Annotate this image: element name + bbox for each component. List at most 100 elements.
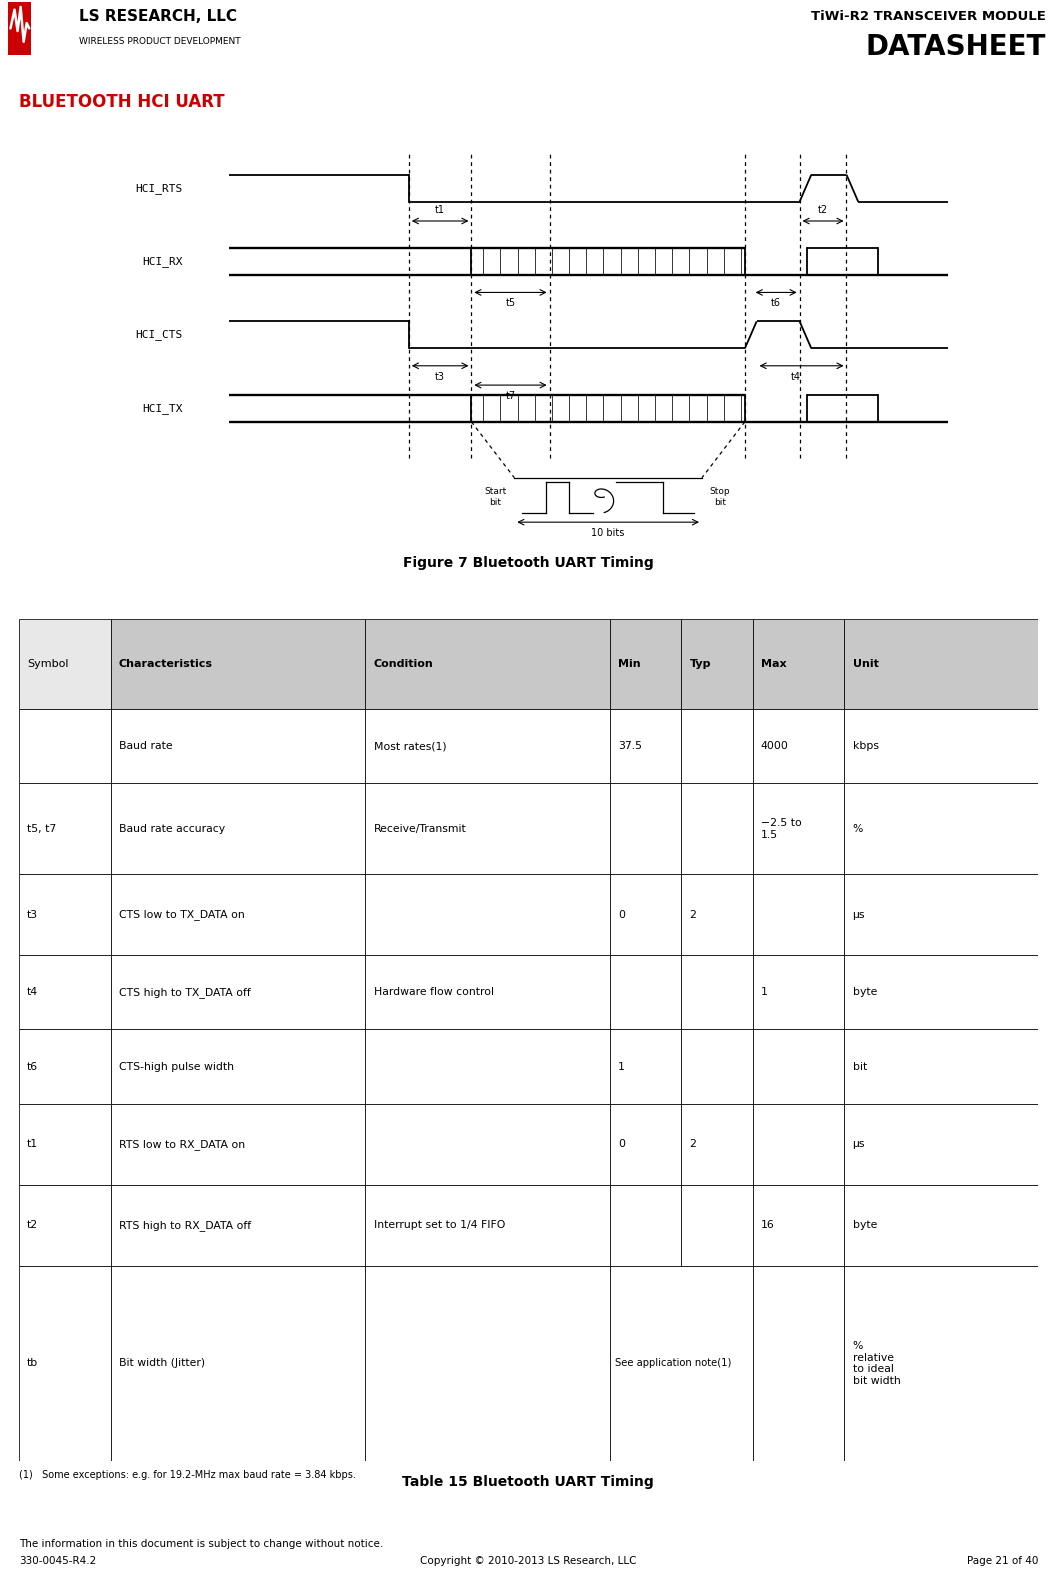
Bar	[610, 955, 681, 1029]
Bar	[610, 1029, 681, 1103]
Bar	[753, 955, 845, 1029]
Bar	[19, 1103, 111, 1185]
Text: t5, t7: t5, t7	[27, 824, 56, 834]
Text: %: %	[852, 824, 863, 834]
Bar	[610, 875, 681, 955]
Bar	[845, 619, 1038, 709]
Text: 4000: 4000	[761, 741, 789, 752]
Text: Page 21 of 40: Page 21 of 40	[966, 1557, 1038, 1567]
Text: WIRELESS PRODUCT DEVELOPMENT: WIRELESS PRODUCT DEVELOPMENT	[79, 36, 241, 46]
Bar	[111, 875, 365, 955]
Text: Table 15 Bluetooth UART Timing: Table 15 Bluetooth UART Timing	[402, 1475, 654, 1489]
Bar	[610, 1266, 753, 1461]
Bar	[845, 709, 1038, 783]
Text: CTS-high pulse width: CTS-high pulse width	[119, 1062, 233, 1072]
Text: HCI_RTS: HCI_RTS	[135, 183, 183, 194]
Text: t6: t6	[27, 1062, 38, 1072]
Bar	[845, 955, 1038, 1029]
Text: Unit: Unit	[852, 659, 879, 670]
Bar	[19, 709, 111, 783]
Text: Figure 7 Bluetooth UART Timing: Figure 7 Bluetooth UART Timing	[402, 556, 654, 569]
Text: TiWi-R2 TRANSCEIVER MODULE: TiWi-R2 TRANSCEIVER MODULE	[811, 9, 1045, 22]
Bar	[845, 1185, 1038, 1266]
Text: Start
bit: Start bit	[485, 487, 507, 507]
Bar	[610, 783, 681, 875]
Bar	[365, 875, 610, 955]
Text: t2: t2	[818, 205, 828, 216]
Text: Baud rate accuracy: Baud rate accuracy	[119, 824, 225, 834]
Bar	[845, 1266, 1038, 1461]
Text: 0: 0	[618, 1139, 625, 1149]
Text: 1: 1	[618, 1062, 625, 1072]
Text: Stop
bit: Stop bit	[710, 487, 731, 507]
Text: %
relative
to ideal
bit width: % relative to ideal bit width	[852, 1341, 901, 1385]
Text: byte: byte	[852, 1220, 876, 1231]
Bar	[845, 1029, 1038, 1103]
Text: Receive/Transmit: Receive/Transmit	[374, 824, 467, 834]
Bar	[845, 875, 1038, 955]
Bar	[681, 875, 753, 955]
Bar	[610, 1103, 681, 1185]
Bar	[365, 709, 610, 783]
Text: Min: Min	[618, 659, 641, 670]
Text: kbps: kbps	[852, 741, 879, 752]
Text: Symbol: Symbol	[27, 659, 69, 670]
Bar	[111, 1185, 365, 1266]
Text: LS RESEARCH, LLC: LS RESEARCH, LLC	[79, 8, 238, 24]
Bar	[753, 709, 845, 783]
Bar	[610, 1185, 681, 1266]
Bar	[111, 1103, 365, 1185]
Bar	[365, 1029, 610, 1103]
Text: bit: bit	[852, 1062, 867, 1072]
Text: t3: t3	[435, 372, 446, 381]
Bar	[365, 1185, 610, 1266]
Bar	[19, 1185, 111, 1266]
Text: HCI_RX: HCI_RX	[142, 255, 183, 266]
Bar	[111, 709, 365, 783]
Text: See application note(1): See application note(1)	[616, 1359, 732, 1368]
Text: t5: t5	[506, 298, 515, 309]
Text: Condition: Condition	[374, 659, 433, 670]
Bar	[753, 1103, 845, 1185]
Bar	[19, 1266, 111, 1461]
Text: RTS high to RX_DATA off: RTS high to RX_DATA off	[119, 1220, 251, 1231]
Bar	[111, 619, 365, 709]
Text: Most rates(1): Most rates(1)	[374, 741, 447, 752]
Bar	[19, 783, 111, 875]
Bar	[365, 783, 610, 875]
Bar	[681, 709, 753, 783]
Bar	[365, 1266, 610, 1461]
Bar	[681, 783, 753, 875]
Text: Max: Max	[761, 659, 787, 670]
Text: Typ: Typ	[690, 659, 711, 670]
Text: CTS low to TX_DATA on: CTS low to TX_DATA on	[119, 909, 245, 920]
Text: −2.5 to
1.5: −2.5 to 1.5	[761, 818, 802, 840]
Text: Copyright © 2010-2013 LS Research, LLC: Copyright © 2010-2013 LS Research, LLC	[420, 1557, 637, 1567]
Text: t1: t1	[27, 1139, 38, 1149]
Text: HCI_CTS: HCI_CTS	[135, 329, 183, 340]
Bar	[681, 1185, 753, 1266]
Bar	[365, 619, 610, 709]
Text: HCI_TX: HCI_TX	[142, 403, 183, 414]
Text: DATASHEET: DATASHEET	[865, 33, 1045, 61]
Bar	[365, 955, 610, 1029]
Text: Interrupt set to 1/4 FIFO: Interrupt set to 1/4 FIFO	[374, 1220, 505, 1231]
Text: t3: t3	[27, 909, 38, 920]
Text: Hardware flow control: Hardware flow control	[374, 987, 493, 998]
Bar	[753, 783, 845, 875]
Bar	[111, 1029, 365, 1103]
Bar	[845, 783, 1038, 875]
Bar	[365, 1103, 610, 1185]
Text: tb: tb	[27, 1359, 38, 1368]
Text: 37.5: 37.5	[618, 741, 642, 752]
Text: 1: 1	[761, 987, 768, 998]
Text: μs: μs	[852, 909, 865, 920]
Text: (1)   Some exceptions: e.g. for 19.2-MHz max baud rate = 3.84 kbps.: (1) Some exceptions: e.g. for 19.2-MHz m…	[19, 1470, 356, 1480]
Text: The information in this document is subject to change without notice.: The information in this document is subj…	[19, 1538, 383, 1549]
Bar	[19, 1029, 111, 1103]
Text: 2: 2	[690, 1139, 696, 1149]
Text: Characteristics: Characteristics	[119, 659, 213, 670]
Bar	[681, 1029, 753, 1103]
Text: 330-0045-R4.2: 330-0045-R4.2	[19, 1557, 96, 1567]
Bar	[681, 619, 753, 709]
